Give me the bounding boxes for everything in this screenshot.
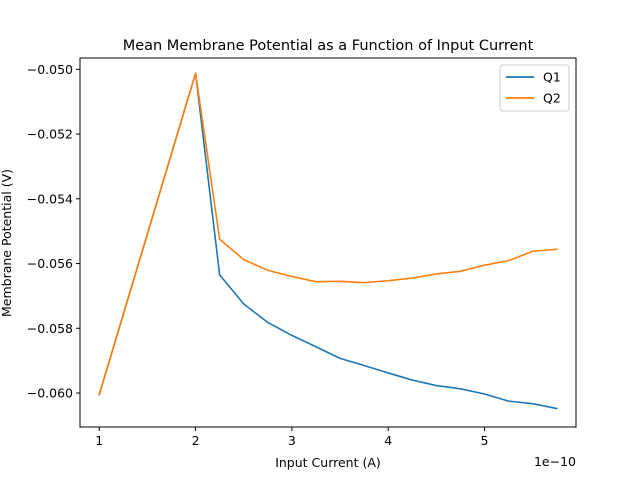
series-line-q2 xyxy=(98,72,558,396)
axes-frame xyxy=(79,57,577,428)
x-tick-label: 4 xyxy=(384,433,392,448)
y-tick-label: −0.050 xyxy=(27,62,73,77)
x-axis-ticks: 1 2 3 4 5 xyxy=(95,427,488,448)
y-tick-label: −0.058 xyxy=(27,321,73,336)
legend-label-q2: Q2 xyxy=(543,91,561,106)
y-tick-label: −0.056 xyxy=(27,256,73,271)
series-line-q1 xyxy=(98,72,558,410)
y-tick-label: −0.052 xyxy=(27,127,73,142)
legend-label-q1: Q1 xyxy=(543,70,561,85)
x-axis-offset-label: 1e−10 xyxy=(534,454,576,469)
y-axis-label: Membrane Potential (V) xyxy=(0,169,14,317)
x-tick-label: 2 xyxy=(192,433,200,448)
x-axis-label: Input Current (A) xyxy=(275,455,381,470)
x-tick-label: 1 xyxy=(95,433,103,448)
y-tick-label: −0.060 xyxy=(27,386,73,401)
x-tick-label: 3 xyxy=(288,433,296,448)
series-lines xyxy=(98,72,558,410)
y-tick-label: −0.054 xyxy=(27,191,73,206)
chart-title: Mean Membrane Potential as a Function of… xyxy=(123,38,534,54)
y-axis-ticks: −0.060 −0.058 −0.056 −0.054 −0.052 −0.050 xyxy=(27,62,80,401)
legend: Q1 Q2 xyxy=(499,64,570,112)
x-tick-label: 5 xyxy=(481,433,489,448)
